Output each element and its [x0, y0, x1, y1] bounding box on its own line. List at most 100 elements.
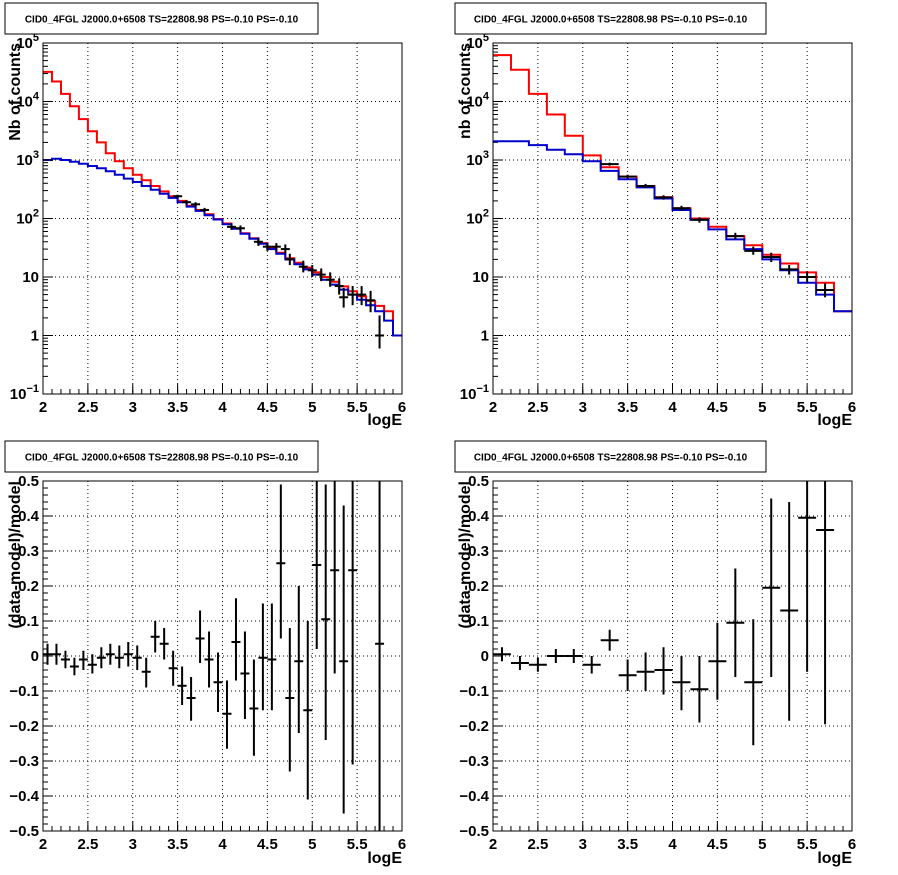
y-tick-exponent: 2: [483, 208, 489, 220]
chart-title: CID0_4FGL J2000.0+6508 TS=22808.98 PS=-0…: [25, 15, 299, 26]
data-point: [123, 642, 133, 667]
x-tick-label: 5: [308, 399, 316, 416]
x-tick-label: 2.5: [527, 836, 548, 853]
y-tick-exponent: 4: [33, 91, 40, 103]
y-tick-label: 10: [472, 269, 489, 286]
y-tick-base: 1: [31, 328, 39, 345]
data-point: [316, 268, 326, 282]
y-tick-label: 1: [31, 328, 39, 345]
x-tick-label: 4: [668, 836, 677, 853]
y-tick-base: 10: [460, 386, 477, 403]
x-tick-label: 4.5: [707, 399, 728, 416]
y-tick-label: 0: [481, 648, 489, 665]
y-tick-label: −0.5: [459, 823, 489, 840]
x-tick-label: 3: [579, 836, 587, 853]
data-point: [334, 278, 344, 295]
x-tick-label: 2: [39, 399, 47, 416]
x-tick-label: 3.5: [617, 836, 638, 853]
data-point: [780, 265, 799, 275]
x-tick-label: 6: [848, 399, 856, 416]
y-tick-base: 10: [16, 211, 33, 228]
x-tick-label: 3: [129, 399, 137, 416]
y-tick-exponent: 5: [33, 32, 39, 44]
y-tick-label: 104: [466, 91, 490, 111]
data-point: [348, 286, 358, 306]
chart-title: CID0_4FGL J2000.0+6508 TS=22808.98 PS=-0…: [25, 453, 299, 464]
x-tick-label: 5.5: [797, 836, 818, 853]
data-point: [744, 246, 763, 255]
y-tick-exponent: 5: [483, 32, 489, 44]
data-point: [159, 628, 169, 660]
y-tick-exponent: 3: [483, 149, 489, 161]
y-tick-label: 10: [22, 269, 39, 286]
title-box: [454, 440, 767, 473]
y-tick-label: −0.5: [9, 823, 39, 840]
y-tick-base: 10: [466, 211, 483, 228]
y-axis-label: (data-model)/model: [457, 481, 474, 629]
data-point: [240, 631, 250, 719]
data-point: [132, 645, 142, 670]
x-tick-label: 3: [129, 836, 137, 853]
x-tick-label: 4: [668, 399, 677, 416]
data-point: [762, 498, 781, 677]
data-point: [253, 238, 263, 246]
data-point: [182, 200, 192, 205]
data-point: [280, 244, 290, 254]
data-point: [258, 603, 268, 711]
data-point: [200, 207, 210, 213]
data-point: [262, 243, 272, 251]
y-tick-label: 0.4: [468, 508, 490, 525]
x-tick-label: 5: [758, 836, 766, 853]
y-tick-label: 0.2: [18, 578, 39, 595]
grid-lines: [43, 481, 402, 831]
data-point: [69, 657, 79, 676]
data-point: [222, 680, 232, 749]
y-axis-label: (data-model)/model: [7, 481, 24, 629]
y-tick-base: 1: [481, 328, 489, 345]
x-tick-label: 3.5: [617, 399, 638, 416]
data-point: [690, 217, 709, 223]
y-tick-label: 102: [16, 208, 39, 228]
grid-lines: [43, 43, 402, 394]
data-point: [636, 183, 655, 189]
data-point: [249, 659, 259, 756]
data-point: [357, 286, 367, 306]
data-point: [636, 652, 655, 691]
x-tick-label: 2.5: [77, 399, 98, 416]
y-tick-label: 0.5: [18, 473, 39, 490]
data-points: [173, 194, 385, 349]
data-point: [780, 502, 799, 721]
data-point: [618, 659, 637, 691]
x-tick-label: 4.5: [257, 399, 278, 416]
y-tick-label: 0.1: [18, 613, 39, 630]
data-point: [298, 260, 308, 273]
y-tick-label: 1: [481, 328, 489, 345]
data-point: [375, 481, 385, 831]
x-tick-label: 5: [308, 836, 316, 853]
y-tick-label: 0: [31, 648, 39, 665]
data-point: [600, 162, 619, 166]
data-point: [213, 652, 223, 712]
data-point: [60, 650, 70, 669]
chart-panel-counts-coarse: CID0_4FGL J2000.0+6508 TS=22808.98 PS=-0…: [454, 2, 856, 429]
data-point: [600, 629, 619, 651]
data-point: [654, 647, 673, 695]
data-point: [267, 603, 277, 711]
y-tick-exponent: −1: [476, 383, 489, 395]
data-point: [375, 315, 385, 349]
data-points: [600, 162, 835, 298]
y-tick-label: 10−1: [460, 383, 489, 403]
data-point: [294, 586, 304, 733]
x-tick-label: 4: [218, 836, 227, 853]
x-tick-label: 6: [848, 836, 856, 853]
y-tick-label: 0.1: [468, 613, 489, 630]
data-point: [285, 253, 295, 266]
data-point: [726, 568, 745, 677]
data-point: [43, 643, 52, 665]
y-tick-exponent: 4: [483, 91, 490, 103]
data-point: [546, 649, 565, 663]
y-tick-label: −0.3: [459, 753, 489, 770]
data-point: [762, 252, 781, 263]
x-tick-label: 5: [758, 399, 766, 416]
data-points: [43, 481, 385, 831]
